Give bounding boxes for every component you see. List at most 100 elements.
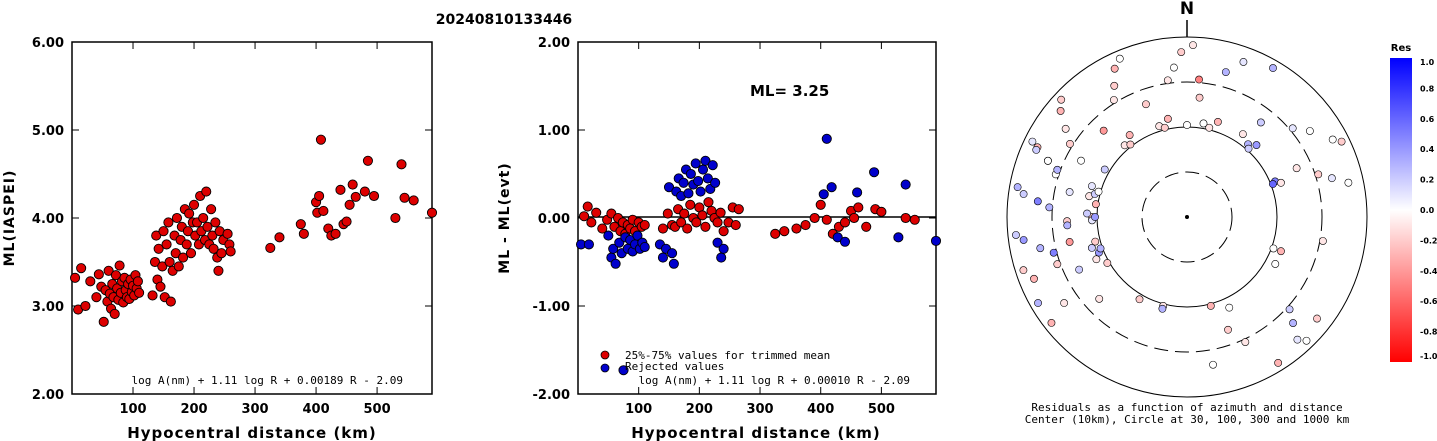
polar-ring [1051,81,1323,353]
station-marker [1135,295,1144,304]
data-point [900,179,911,190]
data-point [132,276,143,287]
station-marker [1100,165,1109,174]
data-point [80,300,91,312]
data-point [164,256,175,268]
data-point [930,235,942,246]
data-point [715,207,726,218]
data-point [362,155,373,166]
colorbar-tick-label: 0.4 [1420,145,1435,154]
station-marker [1189,41,1197,50]
data-point [657,223,668,234]
data-point [700,155,711,166]
station-marker [1206,301,1215,310]
ml-annotation: ML= 3.25 [750,82,829,100]
data-point [399,192,410,203]
station-marker [1057,95,1066,104]
legend-marker-rejected [600,363,610,373]
station-marker [1103,259,1112,267]
station-marker [1083,209,1091,218]
polar-residual-map: N Residuals as a function of azimuth and… [1006,0,1368,426]
data-point [809,212,820,224]
y-tick-label: -2.00 [533,388,570,403]
data-point [222,228,233,239]
data-point [663,182,675,193]
data-point [216,248,227,259]
middle-residual-chart: -2.00 -1.00 0.00 1.00 2.00 100 200 300 400 500 M… [497,36,942,441]
station-marker [1209,360,1217,369]
station-marker [1065,188,1074,196]
station-marker [1056,107,1065,115]
page-title: 20240810133446 [436,12,572,28]
data-point [347,179,358,190]
station-marker [1160,123,1169,132]
colorbar-tick-label: -0.8 [1420,328,1437,337]
data-point [639,219,650,231]
residual-colorbar: Res 1.0 0.8 0.6 0.4 0.2 0.0 -0.2 -0.4 -0.6 -0.8 -1… [1390,43,1437,362]
data-point [165,296,176,307]
data-point [206,204,217,215]
y-tick-label: 6.00 [32,36,64,51]
station-marker [1091,237,1100,246]
data-point [690,158,701,169]
data-point [151,230,162,241]
station-marker [1019,266,1028,275]
data-point [700,221,711,232]
legend-marker-trimmed [600,350,610,360]
station-marker [1053,260,1062,269]
data-point [818,189,829,200]
data-point [350,191,361,202]
data-point [158,226,169,237]
colorbar-tick-label: 1.0 [1420,58,1435,67]
station-marker [1195,93,1204,102]
station-marker [1314,170,1323,179]
station-marker [1205,123,1214,132]
station-marker [1344,178,1353,187]
data-point [91,292,102,303]
station-marker [1327,174,1336,183]
station-marker [1087,182,1096,190]
data-point [163,217,174,228]
station-marker [1012,231,1020,239]
middle-ylabel: ML - ML(evt) [497,162,513,273]
data-point [815,199,826,210]
station-marker [1274,358,1283,367]
station-marker [1110,81,1119,90]
data-point [682,223,693,234]
data-point [639,241,650,253]
data-point [869,167,880,178]
station-marker [1225,303,1234,312]
station-marker [1096,244,1105,253]
data-point [712,217,723,228]
station-marker [1044,156,1052,165]
middle-formula: log A(nm) + 1.11 log R + 0.00010 R - 2.0… [638,374,910,387]
station-marker [1244,144,1253,153]
data-point [710,177,721,188]
data-point [207,230,218,241]
left-ylabel: ML(IASPEI) [2,170,18,267]
middle-y-ticks: -2.00 -1.00 0.00 1.00 2.00 [533,36,936,403]
station-marker [1224,325,1232,334]
data-point [821,133,832,144]
station-marker [1271,260,1280,268]
station-marker [1013,183,1022,192]
left-points [70,134,438,327]
left-xlabel: Hypocentral distance (km) [127,424,377,441]
data-point [676,217,687,228]
colorbar-gradient [1390,58,1412,362]
colorbar-tick-label: -0.2 [1420,236,1437,245]
data-point [730,219,741,231]
data-point [770,228,781,239]
data-point [733,204,744,215]
data-point [147,290,158,301]
data-point [693,175,704,187]
data-point [691,217,702,228]
station-marker [1277,178,1285,187]
data-point [861,221,872,232]
station-marker [1292,164,1301,173]
colorbar-tick-label: 0.0 [1420,206,1435,215]
colorbar-tick-label: 0.2 [1420,176,1434,185]
station-marker [1177,48,1186,57]
y-tick-label: 4.00 [32,212,64,227]
data-point [341,216,352,227]
